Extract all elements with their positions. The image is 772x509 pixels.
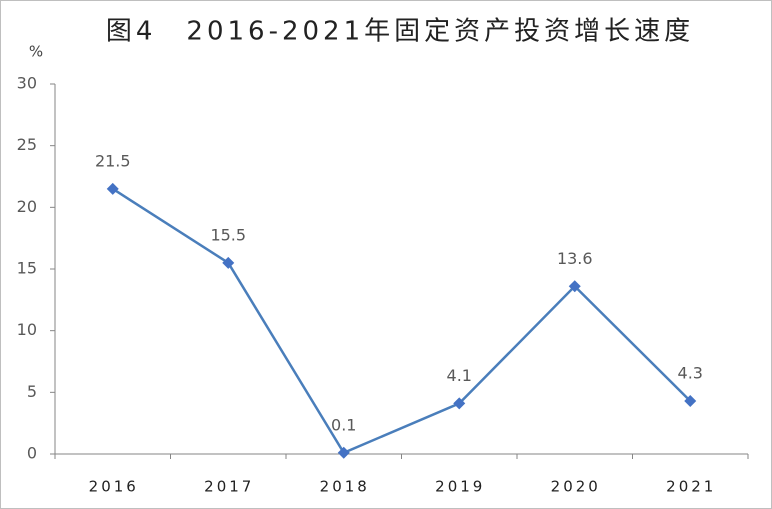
data-marker: [684, 394, 697, 407]
data-line: [112, 187, 692, 455]
y-tick-label: 25: [17, 135, 37, 154]
data-label: 13.6: [557, 249, 593, 268]
data-marker: [337, 446, 350, 459]
data-label: 0.1: [331, 415, 356, 434]
x-tick-label: 2017: [204, 478, 254, 496]
data-label: 4.3: [678, 363, 703, 382]
data-marker: [106, 182, 119, 195]
data-label: 21.5: [95, 151, 131, 170]
data-marker: [222, 256, 235, 269]
y-tick-label: 30: [17, 74, 37, 93]
y-tick-label: 0: [27, 444, 37, 463]
chart-title: 图4 2016-2021年固定资产投资增长速度: [106, 17, 694, 47]
y-tick-label: 10: [17, 320, 37, 339]
x-tick-label: 2018: [320, 478, 370, 496]
data-marker: [453, 397, 466, 410]
y-tick-label: 20: [17, 197, 37, 216]
x-tick-label: 2016: [89, 478, 139, 496]
y-axis-unit: %: [29, 43, 43, 61]
data-label: 15.5: [210, 225, 246, 244]
x-tick-label: 2019: [435, 478, 485, 496]
y-tick-label: 5: [27, 382, 37, 401]
data-marker: [568, 280, 581, 293]
y-tick-label: 15: [17, 259, 37, 278]
x-tick-label: 2020: [551, 478, 601, 496]
data-label: 4.1: [447, 366, 472, 385]
x-tick-label: 2021: [666, 478, 716, 496]
